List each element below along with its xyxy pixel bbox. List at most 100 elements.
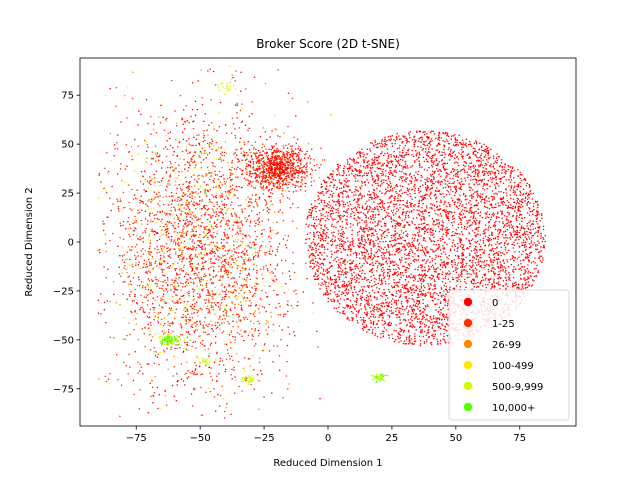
scatter-point <box>362 326 365 328</box>
scatter-point <box>493 286 495 289</box>
scatter-point <box>472 270 475 273</box>
scatter-point <box>390 262 392 264</box>
scatter-point <box>444 162 446 165</box>
scatter-point <box>363 321 366 324</box>
scatter-point <box>439 309 441 311</box>
scatter-point <box>481 266 483 269</box>
scatter-point <box>407 183 410 185</box>
scatter-point <box>438 161 441 163</box>
scatter-point <box>325 237 327 239</box>
scatter-point <box>417 244 420 246</box>
scatter-point <box>333 231 335 233</box>
scatter-point <box>464 280 466 283</box>
scatter-point <box>378 303 380 305</box>
scatter-point <box>359 165 362 167</box>
scatter-point <box>372 257 375 259</box>
scatter-point <box>390 234 393 237</box>
scatter-point <box>353 271 355 274</box>
scatter-point <box>470 239 473 242</box>
scatter-point <box>385 310 388 312</box>
scatter-point <box>425 306 427 308</box>
scatter-point <box>392 312 395 314</box>
scatter-point <box>425 140 427 142</box>
scatter-point <box>391 142 393 145</box>
scatter-point <box>474 222 477 225</box>
scatter-point <box>418 296 420 299</box>
scatter-point <box>492 212 495 214</box>
scatter-point <box>317 248 320 251</box>
scatter-point <box>412 259 415 262</box>
scatter-point <box>394 243 396 246</box>
scatter-point <box>492 207 494 209</box>
scatter-point <box>531 235 534 237</box>
scatter-point <box>365 290 367 293</box>
scatter-point <box>513 185 516 187</box>
scatter-point <box>324 219 327 222</box>
scatter-point <box>483 229 486 231</box>
scatter-point <box>404 286 406 289</box>
scatter-point <box>431 165 434 168</box>
scatter-point <box>443 260 445 263</box>
scatter-point <box>366 311 368 313</box>
scatter-point <box>391 163 394 166</box>
scatter-point <box>413 205 415 207</box>
scatter-point <box>476 179 478 182</box>
scatter-point <box>430 295 432 298</box>
scatter-point <box>478 243 481 246</box>
scatter-point <box>387 184 390 186</box>
scatter-point <box>423 309 426 311</box>
scatter-point <box>429 342 432 344</box>
scatter-point <box>397 156 400 158</box>
scatter-point <box>428 157 431 159</box>
scatter-point <box>506 218 508 220</box>
scatter-point <box>382 232 385 234</box>
scatter-point <box>435 180 437 183</box>
scatter-point <box>335 209 337 211</box>
scatter-point <box>381 295 383 298</box>
scatter-point <box>387 175 390 178</box>
scatter-point <box>364 184 367 186</box>
scatter-point <box>434 303 436 306</box>
scatter-point <box>354 308 356 310</box>
scatter-point <box>408 337 410 339</box>
scatter-point <box>359 270 361 272</box>
scatter-point <box>451 182 453 184</box>
scatter-point <box>391 333 393 336</box>
scatter-point <box>484 162 487 165</box>
scatter-point <box>497 170 500 172</box>
scatter-point <box>415 305 417 308</box>
scatter-point <box>440 308 443 311</box>
scatter-point <box>377 264 379 267</box>
scatter-point <box>315 210 317 213</box>
scatter-point <box>376 159 378 161</box>
scatter-point <box>395 290 398 293</box>
scatter-point <box>403 179 406 181</box>
scatter-point <box>489 249 491 252</box>
scatter-point <box>443 264 446 267</box>
scatter-point <box>433 224 435 226</box>
scatter-point <box>347 185 350 187</box>
scatter-point <box>404 318 406 321</box>
scatter-point <box>422 213 424 215</box>
scatter-point <box>442 139 444 142</box>
scatter-point <box>494 172 497 175</box>
scatter-point <box>411 251 414 254</box>
scatter-point <box>520 213 523 216</box>
scatter-point <box>403 147 405 149</box>
scatter-point <box>431 257 433 260</box>
scatter-point <box>502 222 504 225</box>
scatter-point <box>395 282 397 284</box>
scatter-point <box>469 242 472 245</box>
scatter-point <box>425 339 428 341</box>
scatter-point <box>353 214 356 217</box>
scatter-point <box>537 269 540 272</box>
scatter-point <box>383 251 385 254</box>
scatter-point <box>417 189 420 192</box>
scatter-point <box>425 262 427 264</box>
scatter-point <box>417 213 420 216</box>
scatter-point <box>413 301 415 303</box>
scatter-point <box>362 316 365 319</box>
scatter-point <box>362 155 365 158</box>
scatter-point <box>432 324 434 327</box>
scatter-point <box>309 262 312 264</box>
